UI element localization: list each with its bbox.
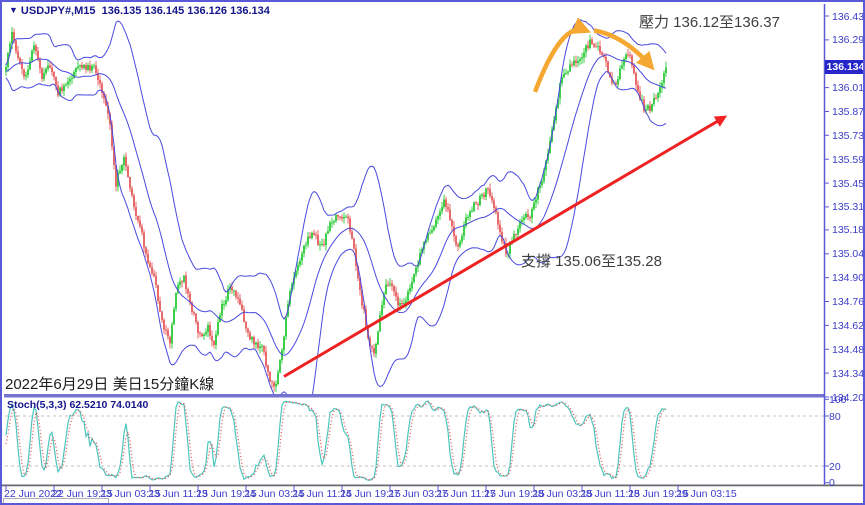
stochastic-main-value: 62.5210 — [69, 399, 108, 411]
price-tick-label: 134.340 — [832, 367, 865, 380]
time-tick-label: 24 Jun 19:15 — [340, 488, 401, 500]
price-tick-label: 134.200 — [832, 391, 865, 404]
price-tick-label: 135.040 — [832, 248, 865, 261]
price-tick-label: 135.315 — [832, 201, 865, 214]
time-tick-label: 23 Jun 11:15 — [148, 488, 208, 500]
price-tick-label: 134.480 — [832, 343, 865, 356]
stochastic-label: Stoch(5,3,3) 62.5210 74.0140 — [7, 399, 148, 411]
chart-title-annotation: 2022年6月29日 美日15分鐘K線 — [5, 376, 215, 393]
time-axis[interactable]: 22 Jun 2022 22 Jun 19:15 23 Jun 03:15 23 Ju… — [2, 486, 863, 503]
time-tick-label: 24 Jun 03:15 — [244, 488, 305, 500]
time-tick-label: 23 Jun 03:15 — [100, 488, 161, 500]
price-tick-label: 135.875 — [832, 106, 865, 118]
symbol-label: USDJPY#,M15 — [20, 5, 96, 17]
time-tick-label: 22 Jun 2022 — [4, 488, 62, 500]
price-tick-label: 135.180 — [832, 224, 865, 237]
stoch-tick-label: 80 — [829, 410, 841, 423]
price-tick-label: 134.620 — [832, 319, 865, 332]
time-tick-label: 29 Jun 03:15 — [676, 488, 737, 500]
time-tick-label: 28 Jun 19:15 — [628, 488, 689, 500]
time-tick-label: 23 Jun 19:15 — [196, 488, 257, 500]
stochastic-name: Stoch(5,3,3) — [7, 399, 67, 411]
support-annotation: 支撐 135.06至135.28 — [521, 253, 662, 270]
time-tick-label: 27 Jun 03:15 — [388, 488, 449, 500]
symbol-ohlc-header: ▼ USDJPY#,M15 136.135 136.145 136.126 136… — [9, 5, 270, 17]
stoch-tick-label: 20 — [829, 460, 841, 473]
price-tick-label: 136.295 — [832, 34, 865, 47]
resistance-annotation: 壓力 136.12至136.37 — [639, 14, 780, 31]
stoch-tick-label: 0 — [829, 477, 835, 490]
time-tick-label: 27 Jun 11:15 — [436, 488, 496, 500]
price-tick-label: 135.735 — [832, 129, 865, 142]
time-tick-label: 24 Jun 11:15 — [292, 488, 352, 500]
stoch-tick-label: 100 — [829, 393, 847, 406]
stochastic-signal-value: 74.0140 — [110, 399, 149, 411]
scrollbar-thumb[interactable] — [3, 498, 109, 503]
price-tick-label: 134.900 — [832, 272, 865, 285]
current-price-tag: 136.134 — [825, 60, 865, 74]
time-tick-label: 28 Jun 11:15 — [580, 488, 640, 500]
time-tick-label: 28 Jun 03:15 — [532, 488, 593, 500]
price-tick-label: 134.760 — [832, 296, 865, 308]
ohlc-values: 136.135 136.145 136.126 136.134 — [101, 5, 270, 17]
price-tick-label: 136.015 — [832, 82, 865, 95]
chart-marker-icon: ▼ — [9, 5, 18, 15]
time-tick-label: 22 Jun 19:15 — [52, 488, 113, 500]
price-tick-label: 136.435 — [832, 10, 865, 23]
time-tick-label: 27 Jun 19:15 — [484, 488, 545, 500]
price-tick-label: 135.595 — [832, 153, 865, 166]
price-tick-label: 135.455 — [832, 177, 865, 190]
